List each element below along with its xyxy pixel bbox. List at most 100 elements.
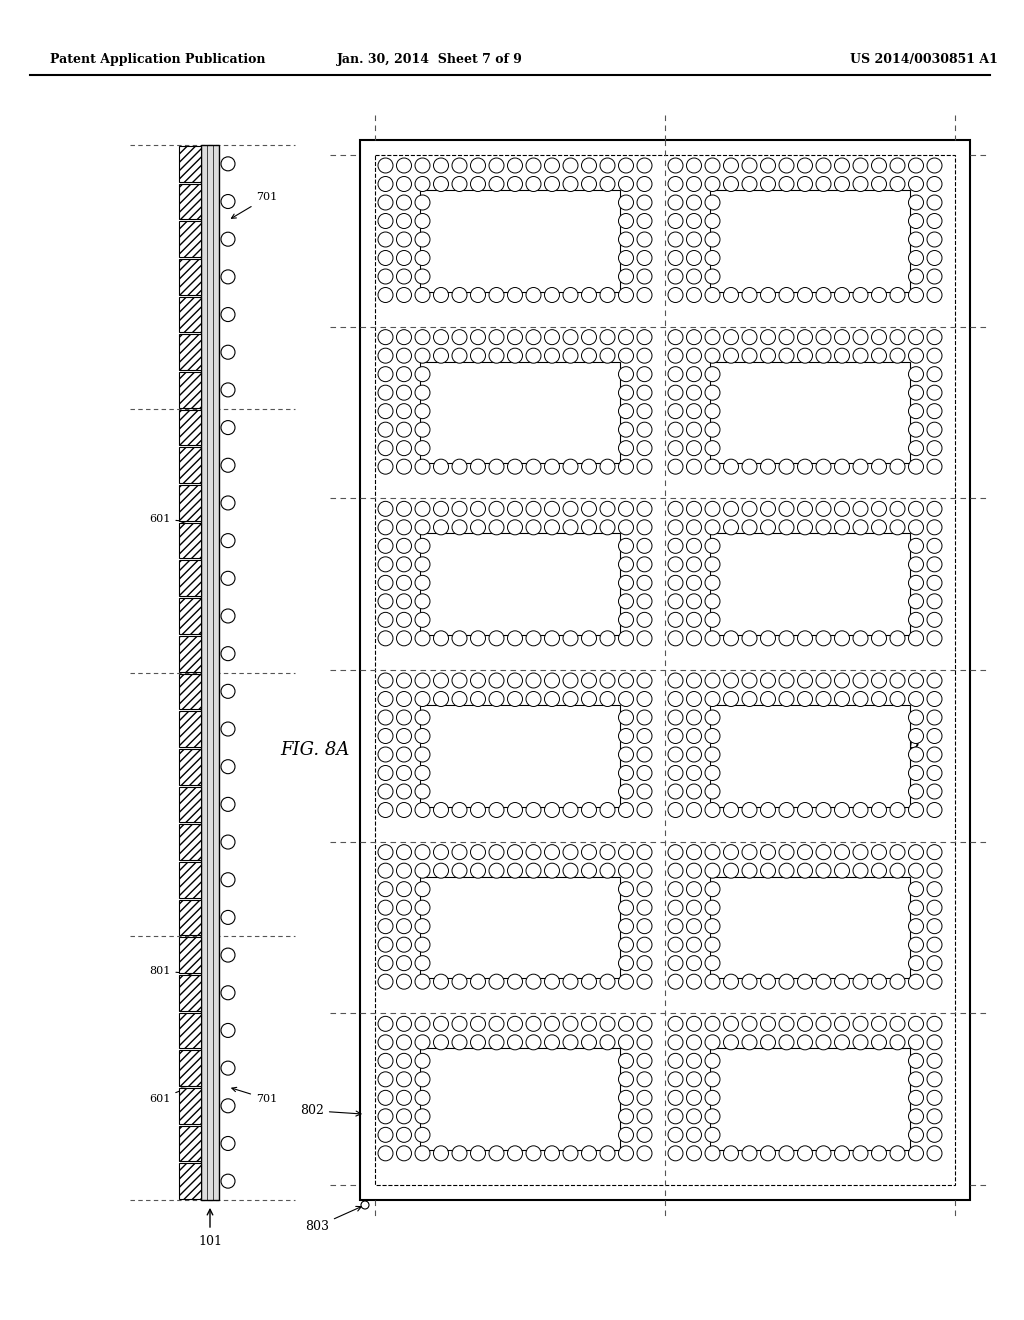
Circle shape — [871, 459, 887, 474]
Circle shape — [378, 747, 393, 762]
Text: 601: 601 — [150, 513, 186, 524]
Circle shape — [668, 612, 683, 627]
Circle shape — [871, 631, 887, 645]
Circle shape — [618, 1090, 634, 1105]
Circle shape — [637, 557, 652, 572]
Circle shape — [927, 882, 942, 896]
Circle shape — [470, 459, 485, 474]
Circle shape — [637, 348, 652, 363]
Circle shape — [705, 631, 720, 645]
Bar — [179, 748, 201, 784]
Circle shape — [779, 1035, 794, 1049]
Circle shape — [600, 330, 615, 345]
Text: 802: 802 — [300, 1104, 361, 1117]
Circle shape — [618, 158, 634, 173]
Circle shape — [835, 845, 850, 859]
Circle shape — [378, 330, 393, 345]
Circle shape — [545, 1016, 559, 1031]
Circle shape — [433, 330, 449, 345]
Circle shape — [908, 404, 924, 418]
Circle shape — [221, 269, 234, 284]
Circle shape — [637, 673, 652, 688]
Circle shape — [871, 692, 887, 706]
Circle shape — [927, 937, 942, 952]
Circle shape — [637, 576, 652, 590]
Circle shape — [637, 385, 652, 400]
Circle shape — [563, 1146, 578, 1160]
Circle shape — [378, 974, 393, 989]
Circle shape — [761, 502, 775, 516]
Circle shape — [618, 251, 634, 265]
Circle shape — [779, 1016, 794, 1031]
Circle shape — [637, 900, 652, 915]
Circle shape — [433, 459, 449, 474]
Circle shape — [686, 385, 701, 400]
Circle shape — [871, 803, 887, 817]
Circle shape — [563, 1016, 578, 1031]
Circle shape — [396, 594, 412, 609]
Circle shape — [582, 1146, 597, 1160]
Circle shape — [835, 863, 850, 878]
Circle shape — [686, 1127, 701, 1142]
Circle shape — [415, 251, 430, 265]
Circle shape — [927, 195, 942, 210]
Circle shape — [742, 330, 757, 345]
Circle shape — [618, 404, 634, 418]
Circle shape — [221, 609, 234, 623]
Circle shape — [761, 158, 775, 173]
Circle shape — [618, 729, 634, 743]
Circle shape — [705, 422, 720, 437]
Circle shape — [526, 158, 541, 173]
Circle shape — [742, 1146, 757, 1160]
Circle shape — [668, 441, 683, 455]
Circle shape — [686, 576, 701, 590]
Circle shape — [835, 288, 850, 302]
Circle shape — [415, 919, 430, 933]
Circle shape — [378, 459, 393, 474]
Circle shape — [415, 956, 430, 970]
Circle shape — [415, 1035, 430, 1049]
Circle shape — [705, 803, 720, 817]
Circle shape — [415, 729, 430, 743]
Circle shape — [705, 766, 720, 780]
Circle shape — [853, 673, 868, 688]
Circle shape — [927, 1127, 942, 1142]
Circle shape — [618, 1016, 634, 1031]
Circle shape — [470, 631, 485, 645]
Circle shape — [637, 441, 652, 455]
Circle shape — [378, 937, 393, 952]
Circle shape — [637, 863, 652, 878]
Circle shape — [816, 520, 831, 535]
Text: 701: 701 — [231, 193, 278, 218]
Circle shape — [705, 288, 720, 302]
Circle shape — [508, 974, 522, 989]
Circle shape — [396, 882, 412, 896]
Circle shape — [396, 673, 412, 688]
Circle shape — [637, 882, 652, 896]
Circle shape — [600, 845, 615, 859]
Text: 701: 701 — [231, 1088, 278, 1104]
Circle shape — [582, 673, 597, 688]
Circle shape — [378, 766, 393, 780]
Circle shape — [686, 269, 701, 284]
Circle shape — [415, 557, 430, 572]
Circle shape — [816, 863, 831, 878]
Circle shape — [563, 502, 578, 516]
Circle shape — [378, 900, 393, 915]
Circle shape — [908, 937, 924, 952]
Circle shape — [742, 1016, 757, 1031]
Circle shape — [835, 974, 850, 989]
Circle shape — [396, 784, 412, 799]
Circle shape — [470, 863, 485, 878]
Circle shape — [433, 974, 449, 989]
Circle shape — [798, 459, 812, 474]
Circle shape — [835, 673, 850, 688]
Circle shape — [378, 177, 393, 191]
Circle shape — [927, 251, 942, 265]
Circle shape — [452, 158, 467, 173]
Circle shape — [545, 863, 559, 878]
Circle shape — [396, 520, 412, 535]
Circle shape — [871, 673, 887, 688]
Circle shape — [908, 502, 924, 516]
Circle shape — [600, 673, 615, 688]
